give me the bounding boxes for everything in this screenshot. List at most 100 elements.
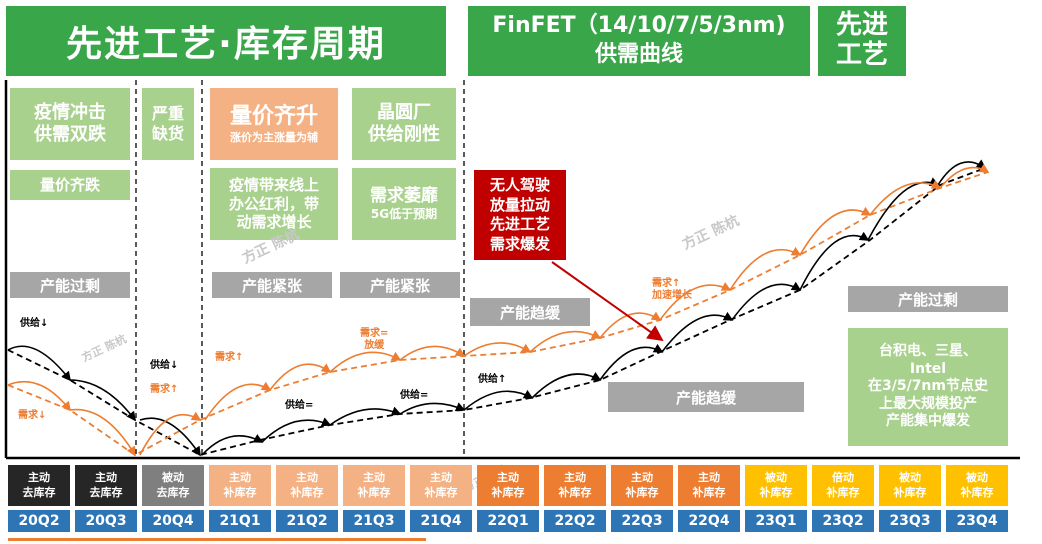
capacity-tight-1-label: 产能紧张 [241, 276, 302, 295]
stage-cell: 主动 补库存 [276, 465, 338, 506]
stage-cell-line1: 主动 [430, 471, 452, 485]
quarter-cell: 23Q2 [812, 510, 874, 532]
quarter-cell: 23Q4 [946, 510, 1008, 532]
quarter-cell: 21Q2 [276, 510, 338, 532]
stage-cell: 主动 补库存 [544, 465, 606, 506]
stage-cell-line2: 去库存 [89, 485, 123, 499]
callout-l2: 放量拉动 [489, 195, 550, 214]
adv-line2: 工艺 [835, 40, 888, 70]
note-l4: 上最大规模投产 [879, 395, 977, 412]
annot-demand-flat-l1: 需求= [360, 328, 389, 339]
stage-cell-line2: 补库存 [960, 485, 994, 499]
stage-cell-line2: 去库存 [22, 485, 56, 499]
capacity-easing-2-label: 产能趋缓 [675, 388, 736, 407]
phase1-line2: 供需双跌 [34, 124, 106, 145]
phase3-title: 量价齐升 [229, 104, 318, 130]
capacity-tight-2-label: 产能紧张 [369, 276, 430, 295]
page-title: 先进工艺·库存周期 [66, 24, 386, 65]
stage-cell-line1: 主动 [229, 471, 251, 485]
phase-box-severe-shortage: 严重 缺货 [142, 88, 194, 160]
phase-box-price-volume-rise: 量价齐升 涨价为主涨量为辅 [210, 88, 338, 160]
phase3-text-l2: 办公红利，带 [228, 194, 319, 213]
stage-cell-line1: 主动 [363, 471, 385, 485]
phase4-sub-l1: 需求萎靡 [370, 185, 438, 206]
annot-demand-accelerate: 需求↑ 加速增长 [652, 278, 692, 302]
stage-cell-line2: 补库存 [491, 485, 525, 499]
capacity-easing-1-label: 产能趋缓 [499, 303, 560, 322]
phase1-line1: 疫情冲击 [34, 101, 106, 123]
stage-cell: 主动 补库存 [678, 465, 740, 506]
autonomous-driving-callout: 无人驾驶 放量拉动 先进工艺 需求爆发 [474, 170, 566, 260]
phase3-text-l3: 动需求增长 [236, 213, 312, 232]
quarter-cell: 20Q4 [142, 510, 204, 532]
main-title-banner: 先进工艺·库存周期 [6, 6, 446, 76]
annot-demand-up-2: 需求↑ [215, 352, 244, 363]
note-l3: 在3/5/7nm节点史 [867, 378, 988, 395]
stage-cell-line2: 补库存 [893, 485, 927, 499]
annot-demand-flat-l2: 放缓 [364, 340, 385, 351]
quarter-cell: 22Q1 [477, 510, 539, 532]
phase2-line1: 严重 [151, 104, 184, 123]
phase-box-covid-demand: 疫情带来线上 办公红利，带 动需求增长 [210, 168, 338, 240]
stage-cell-line2: 补库存 [223, 485, 257, 499]
phase4-line2: 供给刚性 [368, 124, 440, 145]
stage-cell-line2: 补库存 [558, 485, 592, 499]
phase-box-fab-supply-rigid: 晶圆厂 供给刚性 [352, 88, 456, 160]
quarter-cell: 22Q2 [544, 510, 606, 532]
stage-cell-line1: 被动 [899, 471, 921, 485]
phase1-sub: 量价齐跌 [39, 175, 100, 194]
quarter-cell: 20Q2 [8, 510, 70, 532]
callout-l3: 先进工艺 [489, 215, 550, 233]
annot-supply-eq-1: 供给= [285, 400, 314, 411]
stage-cell-line2: 补库存 [826, 485, 860, 499]
stage-cell: 主动 补库存 [343, 465, 405, 506]
quarter-cell: 22Q3 [611, 510, 673, 532]
stage-cell: 主动 去库存 [8, 465, 70, 506]
stage-cell-line1: 主动 [28, 471, 50, 485]
stage-cell-line1: 主动 [95, 471, 117, 485]
watermark-3: 方正 陈杭 [679, 212, 742, 254]
annot-demand-acc-l2: 加速增长 [652, 290, 692, 301]
stage-cell-line1: 主动 [497, 471, 519, 485]
callout-l1: 无人驾驶 [489, 176, 550, 194]
annot-demand-up-1: 需求↑ [150, 384, 179, 395]
annot-supply-eq-2: 供给= [400, 390, 429, 401]
stage-cell-line1: 被动 [162, 471, 184, 485]
capacity-surplus-right-label: 产能过剩 [897, 290, 958, 309]
advanced-process-banner: 先进 工艺 [818, 6, 906, 76]
annot-demand-acc-l1: 需求↑ [652, 278, 681, 289]
note-l2: Intel [909, 360, 947, 377]
stage-cell-line2: 去库存 [156, 485, 190, 499]
capacity-easing-2: 产能趋缓 [608, 382, 804, 412]
phase-box-weak-demand: 需求萎靡 5G低于预期 [352, 168, 456, 240]
stage-cell-line1: 倍动 [832, 471, 854, 485]
stage-cell-line1: 主动 [564, 471, 586, 485]
phase-box-price-volume-fall: 量价齐跌 [10, 170, 130, 200]
bottom-accent-line [8, 538, 426, 541]
capacity-surplus-left-label: 产能过剩 [39, 276, 100, 295]
quarter-cell: 21Q1 [209, 510, 271, 532]
annot-supply-down-2: 供给↓ [150, 360, 179, 371]
stage-cell: 主动 补库存 [611, 465, 673, 506]
quarter-cell: 23Q3 [879, 510, 941, 532]
phase4-sub-l2: 5G低于预期 [370, 207, 438, 222]
stage-cell: 主动 去库存 [75, 465, 137, 506]
quarter-cell: 23Q1 [745, 510, 807, 532]
note-l1: 台积电、三星、 [879, 343, 977, 360]
stage-cell: 被动 补库存 [879, 465, 941, 506]
note-l5: 产能集中爆发 [886, 413, 970, 430]
finfet-banner: FinFET（14/10/7/5/3nm) 供需曲线 [468, 6, 810, 76]
quarter-cell: 20Q3 [75, 510, 137, 532]
capacity-burst-note: 台积电、三星、 Intel 在3/5/7nm节点史 上最大规模投产 产能集中爆发 [848, 328, 1008, 446]
capacity-surplus-left: 产能过剩 [10, 272, 130, 298]
stage-cell-line2: 补库存 [357, 485, 391, 499]
annot-demand-flat: 需求= 放缓 [360, 328, 388, 352]
stage-cell: 主动 补库存 [477, 465, 539, 506]
stage-cell-line2: 补库存 [692, 485, 726, 499]
capacity-tight-2: 产能紧张 [340, 272, 460, 298]
annot-demand-down: 需求↓ [18, 410, 47, 421]
stage-cell: 被动 补库存 [946, 465, 1008, 506]
stage-cell: 被动 补库存 [745, 465, 807, 506]
phase-box-covid-shock: 疫情冲击 供需双跌 [10, 88, 130, 160]
